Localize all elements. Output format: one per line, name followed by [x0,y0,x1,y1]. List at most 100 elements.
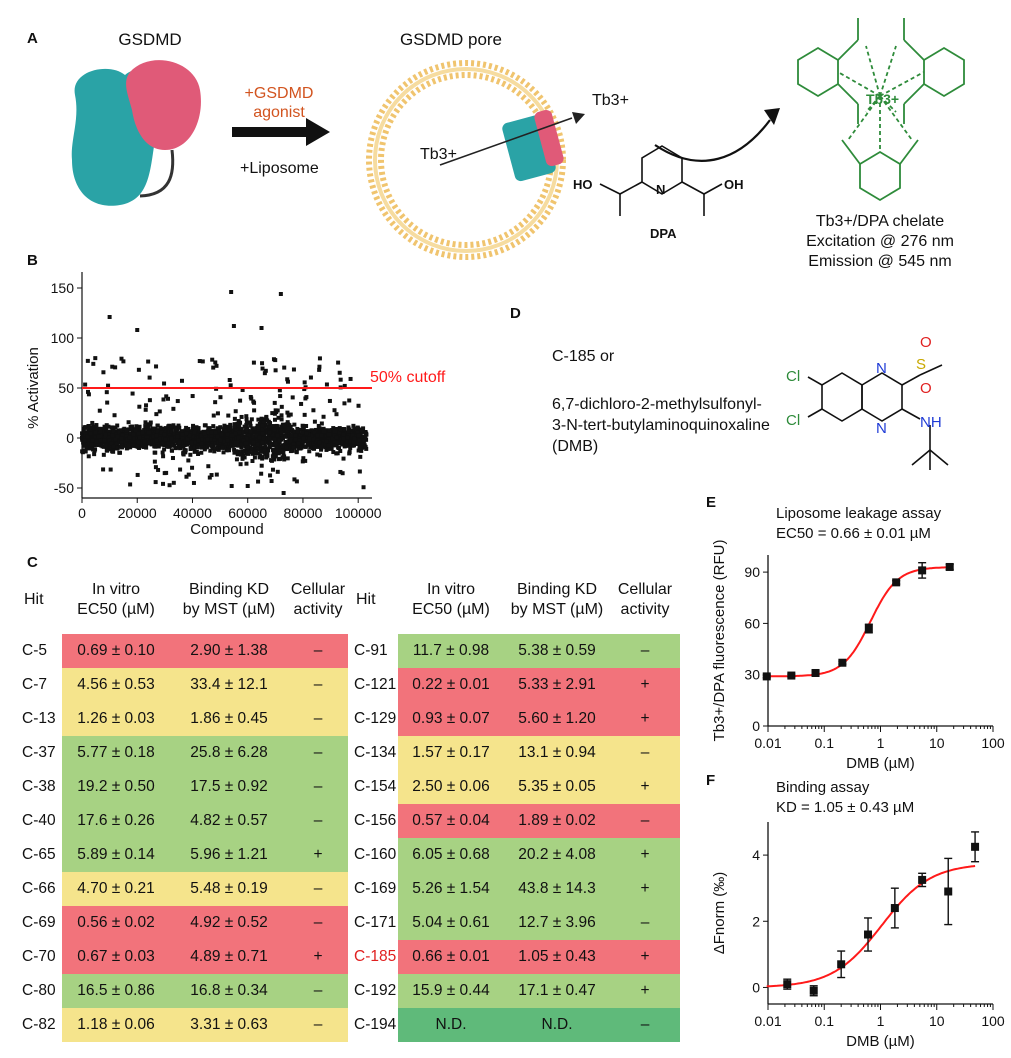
scatter-point [239,432,244,437]
scatter-point [178,467,183,472]
scatter-point [176,423,181,428]
scatter-point [217,428,222,433]
scatter-point [272,449,277,454]
scatter-point [236,451,241,456]
scatter-point [246,433,251,438]
scatter-point [154,364,159,369]
dpa-oh-label: OH [724,177,744,192]
scatter-point [228,436,233,441]
kd-cell: 4.82 ± 0.57 [170,804,288,838]
table-row: C-69 0.56 ± 0.02 4.92 ± 0.52– [22,906,348,940]
scatter-point [241,438,246,443]
chart-title: Binding assay [776,779,870,796]
scatter-point [85,358,90,363]
scatter-point [207,426,212,431]
scatter-point [93,356,98,361]
kd-cell: 20.2 ± 4.08 [504,838,610,872]
scatter-point [278,456,283,461]
table-row: C-80 16.5 ± 0.86 16.8 ± 0.34– [22,974,348,1008]
scatter-point [282,365,287,370]
cellular-activity-cell: – [610,804,680,838]
scatter-point [341,432,346,437]
scatter-point [285,428,290,433]
scatter-point [307,437,312,442]
scatter-point [348,445,353,450]
scatter-point [209,433,214,438]
scatter-point [175,432,180,437]
x-axis-label: Compound [190,521,263,538]
scatter-point [146,440,151,445]
scatter-point [259,416,264,421]
scatter-point [225,432,230,437]
scatter-point [158,432,163,437]
x-tick-label: 80000 [283,505,322,521]
scatter-point [288,412,293,417]
scatter-point [311,408,316,413]
scatter-point [131,432,136,437]
scatter-point [256,425,261,430]
scatter-point [304,423,309,428]
scatter-point [259,463,264,468]
leakage-assay-chart: Liposome leakage assay EC50 = 0.66 ± 0.01… [711,505,1005,772]
scatter-point [143,407,148,412]
fit-curve [766,865,976,988]
scatter-point [270,411,275,416]
scatter-point [194,449,199,454]
scatter-point [264,440,269,445]
chelate-tb-label: Tb3+ [866,91,899,107]
scatter-point [218,425,223,430]
scatter-point [120,433,125,438]
hdr-cell-l2-left: activity [293,601,343,618]
scatter-point [208,437,213,442]
scatter-point [113,365,118,370]
scatter-point [270,467,275,472]
scatter-point [178,446,183,451]
scatter-point [280,444,285,449]
scatter-point [331,450,336,455]
scatter-point [263,444,268,449]
scatter-point [292,477,297,482]
scatter-point [186,440,191,445]
hdr-hit-left: Hit [24,591,44,608]
scatter-point [261,420,266,425]
kd-cell: 1.86 ± 0.45 [170,702,288,736]
scatter-point [254,428,259,433]
scatter-point [206,430,211,435]
scatter-point [260,440,265,445]
scatter-point [257,435,262,440]
data-point [837,960,846,969]
scatter-point [339,440,344,445]
scatter-point [273,441,278,446]
scatter-point [154,412,159,417]
kd-cell: 1.05 ± 0.43 [504,940,610,974]
scatter-point [169,443,174,448]
scatter-point [338,449,343,454]
scatter-point [143,420,148,425]
scatter-point [166,441,171,446]
scatter-point [107,438,112,443]
scatter-point [244,461,249,466]
scatter-point [240,388,245,393]
scatter-point [124,442,129,447]
scatter-point [235,421,240,426]
scatter-point [85,434,90,439]
scatter-point [279,404,284,409]
kd-cell: 5.60 ± 1.20 [504,702,610,736]
panel-a-schematic: HO OH N Tb3+ [71,18,965,260]
hit-cell: C-169 [354,872,398,906]
tb-outside-label: Tb3+ [592,92,629,109]
scatter-point [257,443,262,448]
scatter-point [118,428,123,433]
scatter-point [260,361,265,366]
hit-cell: C-70 [22,940,62,974]
scatter-point [240,449,245,454]
scatter-point [341,456,346,461]
scatter-point [363,435,368,440]
hdr-ec50-l1-left: In vitro [91,581,140,598]
scatter-point [351,443,356,448]
x-tick-label: 0 [78,505,86,521]
ec50-cell: 1.57 ± 0.17 [398,736,504,770]
kd-cell: 25.8 ± 6.28 [170,736,288,770]
table-row: C-40 17.6 ± 0.26 4.82 ± 0.57– [22,804,348,838]
scatter-point [259,471,264,476]
